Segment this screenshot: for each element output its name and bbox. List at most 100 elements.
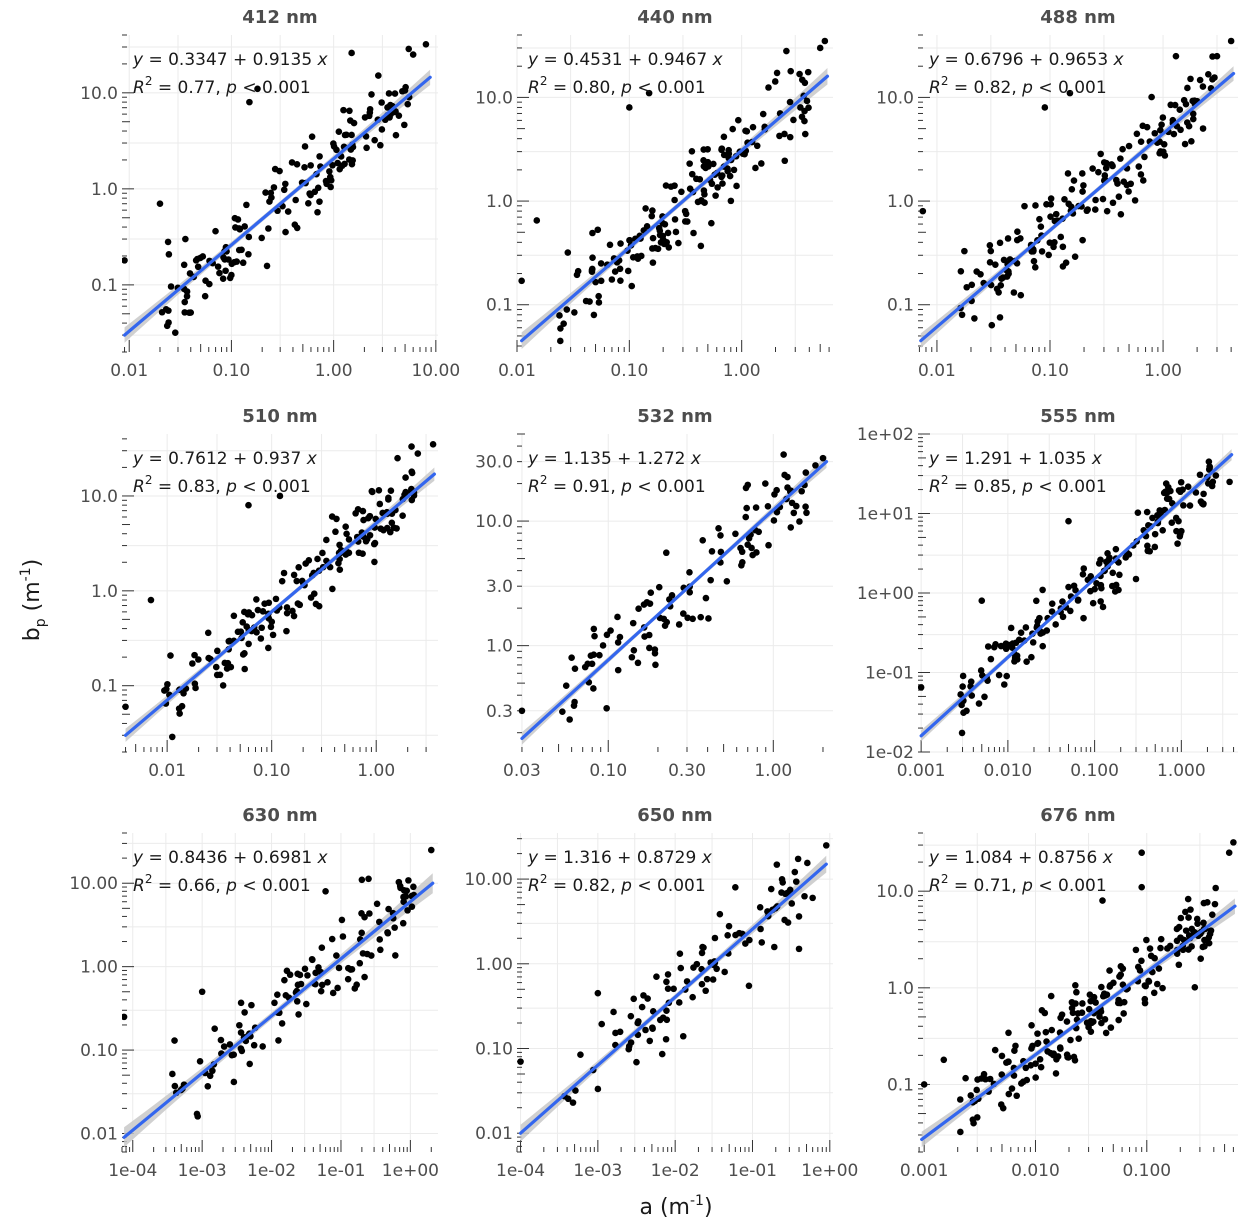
- data-point: [392, 131, 400, 139]
- data-point: [408, 468, 416, 475]
- data-point: [962, 1074, 969, 1082]
- p-value: < 0.001: [237, 78, 311, 98]
- data-point: [649, 234, 657, 242]
- x-tick-label: 1e-02: [651, 1161, 700, 1181]
- data-point: [1017, 629, 1025, 636]
- data-point: [757, 925, 764, 933]
- data-point: [402, 893, 410, 900]
- data-point: [422, 41, 430, 48]
- data-point: [236, 1021, 243, 1029]
- data-point: [959, 683, 966, 690]
- data-point: [1157, 944, 1164, 952]
- data-point: [269, 631, 277, 639]
- data-point: [1092, 999, 1099, 1006]
- r-symbol: R: [929, 876, 941, 896]
- data-point: [1065, 517, 1072, 525]
- data-point: [1141, 153, 1148, 161]
- regression-equation: y = 1.135 + 1.272 x: [527, 449, 702, 469]
- p-symbol: p: [225, 876, 237, 896]
- data-point: [606, 241, 614, 249]
- data-point: [259, 608, 267, 615]
- data-point: [1061, 195, 1068, 203]
- equation-part: y: [132, 449, 144, 469]
- data-point: [266, 198, 273, 205]
- data-point: [795, 945, 803, 953]
- data-point: [797, 104, 804, 111]
- x-tick-label: 1e+00: [382, 1161, 439, 1181]
- data-point: [339, 933, 347, 940]
- data-point: [672, 228, 680, 236]
- data-point: [326, 168, 333, 175]
- data-point: [1028, 1022, 1035, 1029]
- data-point: [1079, 188, 1086, 195]
- data-point: [1065, 583, 1072, 591]
- data-point: [1192, 489, 1200, 496]
- data-point: [739, 559, 746, 566]
- data-point: [315, 602, 323, 610]
- data-point: [693, 960, 701, 968]
- y-tick-label: 10.0: [80, 84, 118, 104]
- data-point: [704, 158, 712, 166]
- data-point: [307, 162, 315, 169]
- data-point: [1112, 581, 1120, 589]
- data-point: [992, 261, 999, 268]
- data-point: [753, 142, 761, 150]
- data-point: [796, 70, 803, 78]
- data-point: [1096, 1013, 1103, 1021]
- data-point: [212, 663, 220, 671]
- data-point: [294, 981, 302, 989]
- data-point: [293, 577, 301, 585]
- data-point: [1151, 530, 1159, 538]
- data-point: [1071, 253, 1079, 260]
- data-point: [781, 916, 788, 924]
- data-point: [351, 985, 359, 992]
- p-value: < 0.001: [632, 78, 706, 98]
- data-point: [334, 984, 341, 992]
- data-point: [611, 268, 619, 275]
- data-point: [366, 512, 374, 520]
- data-point: [641, 633, 648, 640]
- r-sup: 2: [145, 473, 153, 487]
- data-point: [1199, 125, 1207, 132]
- data-point: [259, 1043, 266, 1050]
- data-point: [957, 1128, 964, 1136]
- plot-area: [920, 839, 1237, 1148]
- y-tick-label: 1.0: [91, 180, 118, 200]
- data-point: [183, 292, 191, 300]
- regression-line: [919, 453, 1234, 738]
- data-point: [594, 226, 602, 234]
- equation-part: y: [527, 848, 539, 868]
- data-point: [700, 944, 707, 951]
- data-point: [771, 491, 778, 498]
- data-point: [725, 146, 732, 154]
- plot-area: [122, 441, 437, 742]
- data-point: [963, 707, 970, 715]
- data-point: [1208, 482, 1216, 490]
- data-point: [122, 1013, 128, 1021]
- panel-title: 650 nm: [637, 805, 712, 826]
- data-point: [708, 548, 716, 555]
- data-point: [223, 665, 231, 672]
- data-point: [1148, 93, 1155, 101]
- data-point: [1087, 573, 1095, 580]
- data-point: [1141, 982, 1149, 989]
- data-point: [798, 487, 805, 495]
- data-point: [1159, 114, 1167, 121]
- data-point: [961, 247, 968, 255]
- data-point: [563, 306, 571, 313]
- data-point: [231, 214, 239, 222]
- data-point: [822, 842, 830, 849]
- data-point: [195, 656, 202, 663]
- data-point: [217, 1036, 225, 1044]
- data-point: [591, 632, 598, 640]
- y-tick-label: 0.10: [80, 1041, 118, 1061]
- data-point: [1047, 992, 1055, 1000]
- r-squared-annotation: R2 = 0.82, p < 0.001: [528, 872, 706, 896]
- data-point: [1177, 914, 1185, 922]
- regression-line: [520, 74, 830, 343]
- r-symbol: R: [929, 477, 941, 497]
- data-point: [566, 716, 573, 723]
- data-point: [918, 684, 925, 691]
- data-point: [1131, 197, 1139, 204]
- data-point: [340, 106, 347, 114]
